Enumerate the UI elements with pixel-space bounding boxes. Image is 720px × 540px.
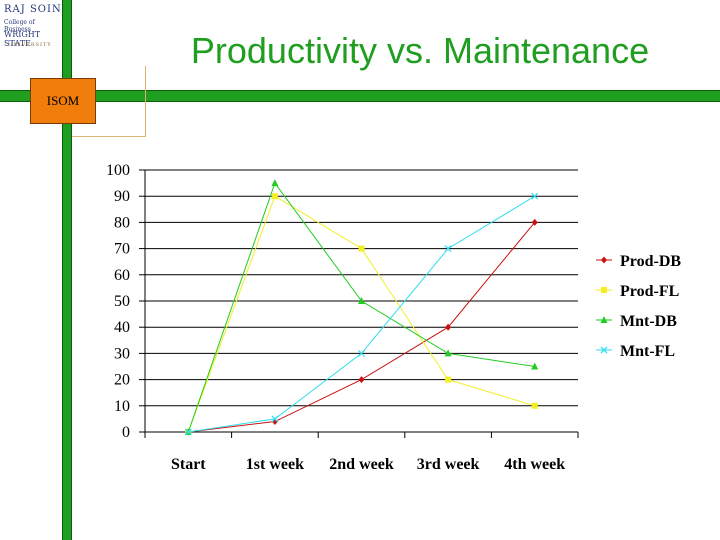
y-tick-label: 70 [114, 241, 130, 258]
y-tick-label: 100 [106, 162, 130, 179]
y-tick-label: 40 [114, 319, 130, 336]
x-tick-label: 1st week [246, 456, 304, 473]
y-tick-label: 90 [114, 188, 130, 205]
data-point [358, 349, 365, 357]
university-logo: RAJ SOIN College of Business WRIGHT STAT… [0, 0, 62, 54]
series-line [187, 182, 535, 433]
data-point [358, 376, 365, 384]
logo-line: WRIGHT STATE [4, 30, 41, 48]
x-tick-label: 4th week [504, 456, 565, 473]
data-point [444, 245, 452, 253]
data-point [531, 402, 538, 409]
data-point [358, 297, 365, 304]
y-tick-label: 50 [114, 293, 130, 310]
x-tick-label: 3rd week [417, 456, 480, 473]
legend-label: Prod-DB [620, 253, 681, 270]
data-point [531, 192, 539, 200]
legend-label: Prod-FL [620, 283, 679, 300]
y-tick-label: 10 [114, 398, 130, 415]
isom-badge [30, 78, 96, 124]
y-tick-label: 80 [114, 214, 130, 231]
y-tick-label: 0 [122, 424, 130, 441]
legend-marker [601, 287, 607, 293]
y-tick-label: 60 [114, 267, 130, 284]
data-point [444, 349, 452, 357]
legend-marker [600, 316, 608, 323]
data-point [445, 376, 452, 383]
green-horizontal-bar [0, 90, 720, 102]
logo-line: College of Business [4, 19, 35, 33]
data-point [184, 428, 192, 436]
data-point [271, 179, 279, 187]
series-line [188, 195, 535, 433]
decorative-line [145, 66, 146, 137]
data-point [531, 362, 539, 370]
legend-label: Mnt-DB [620, 313, 677, 330]
legend-marker [601, 256, 607, 264]
data-point [358, 245, 365, 252]
data-point [271, 193, 278, 200]
legend-marker [600, 346, 608, 354]
decorative-line [72, 136, 145, 137]
x-tick-label: 2nd week [329, 456, 394, 473]
data-point [271, 415, 279, 423]
isom-badge-label: ISOM [46, 93, 80, 108]
y-tick-label: 30 [114, 345, 130, 362]
data-point [531, 218, 538, 226]
series-line [187, 195, 535, 433]
legend-label: Mnt-FL [620, 343, 675, 360]
logo-line: RAJ SOIN [4, 4, 62, 15]
x-tick-label: Start [171, 456, 206, 473]
data-point [445, 323, 452, 331]
logo-line: UNIVERSITY [8, 42, 52, 48]
green-vertical-bar [62, 0, 72, 540]
page-title: Productivity vs. Maintenance [190, 30, 650, 71]
y-tick-label: 20 [114, 372, 130, 389]
